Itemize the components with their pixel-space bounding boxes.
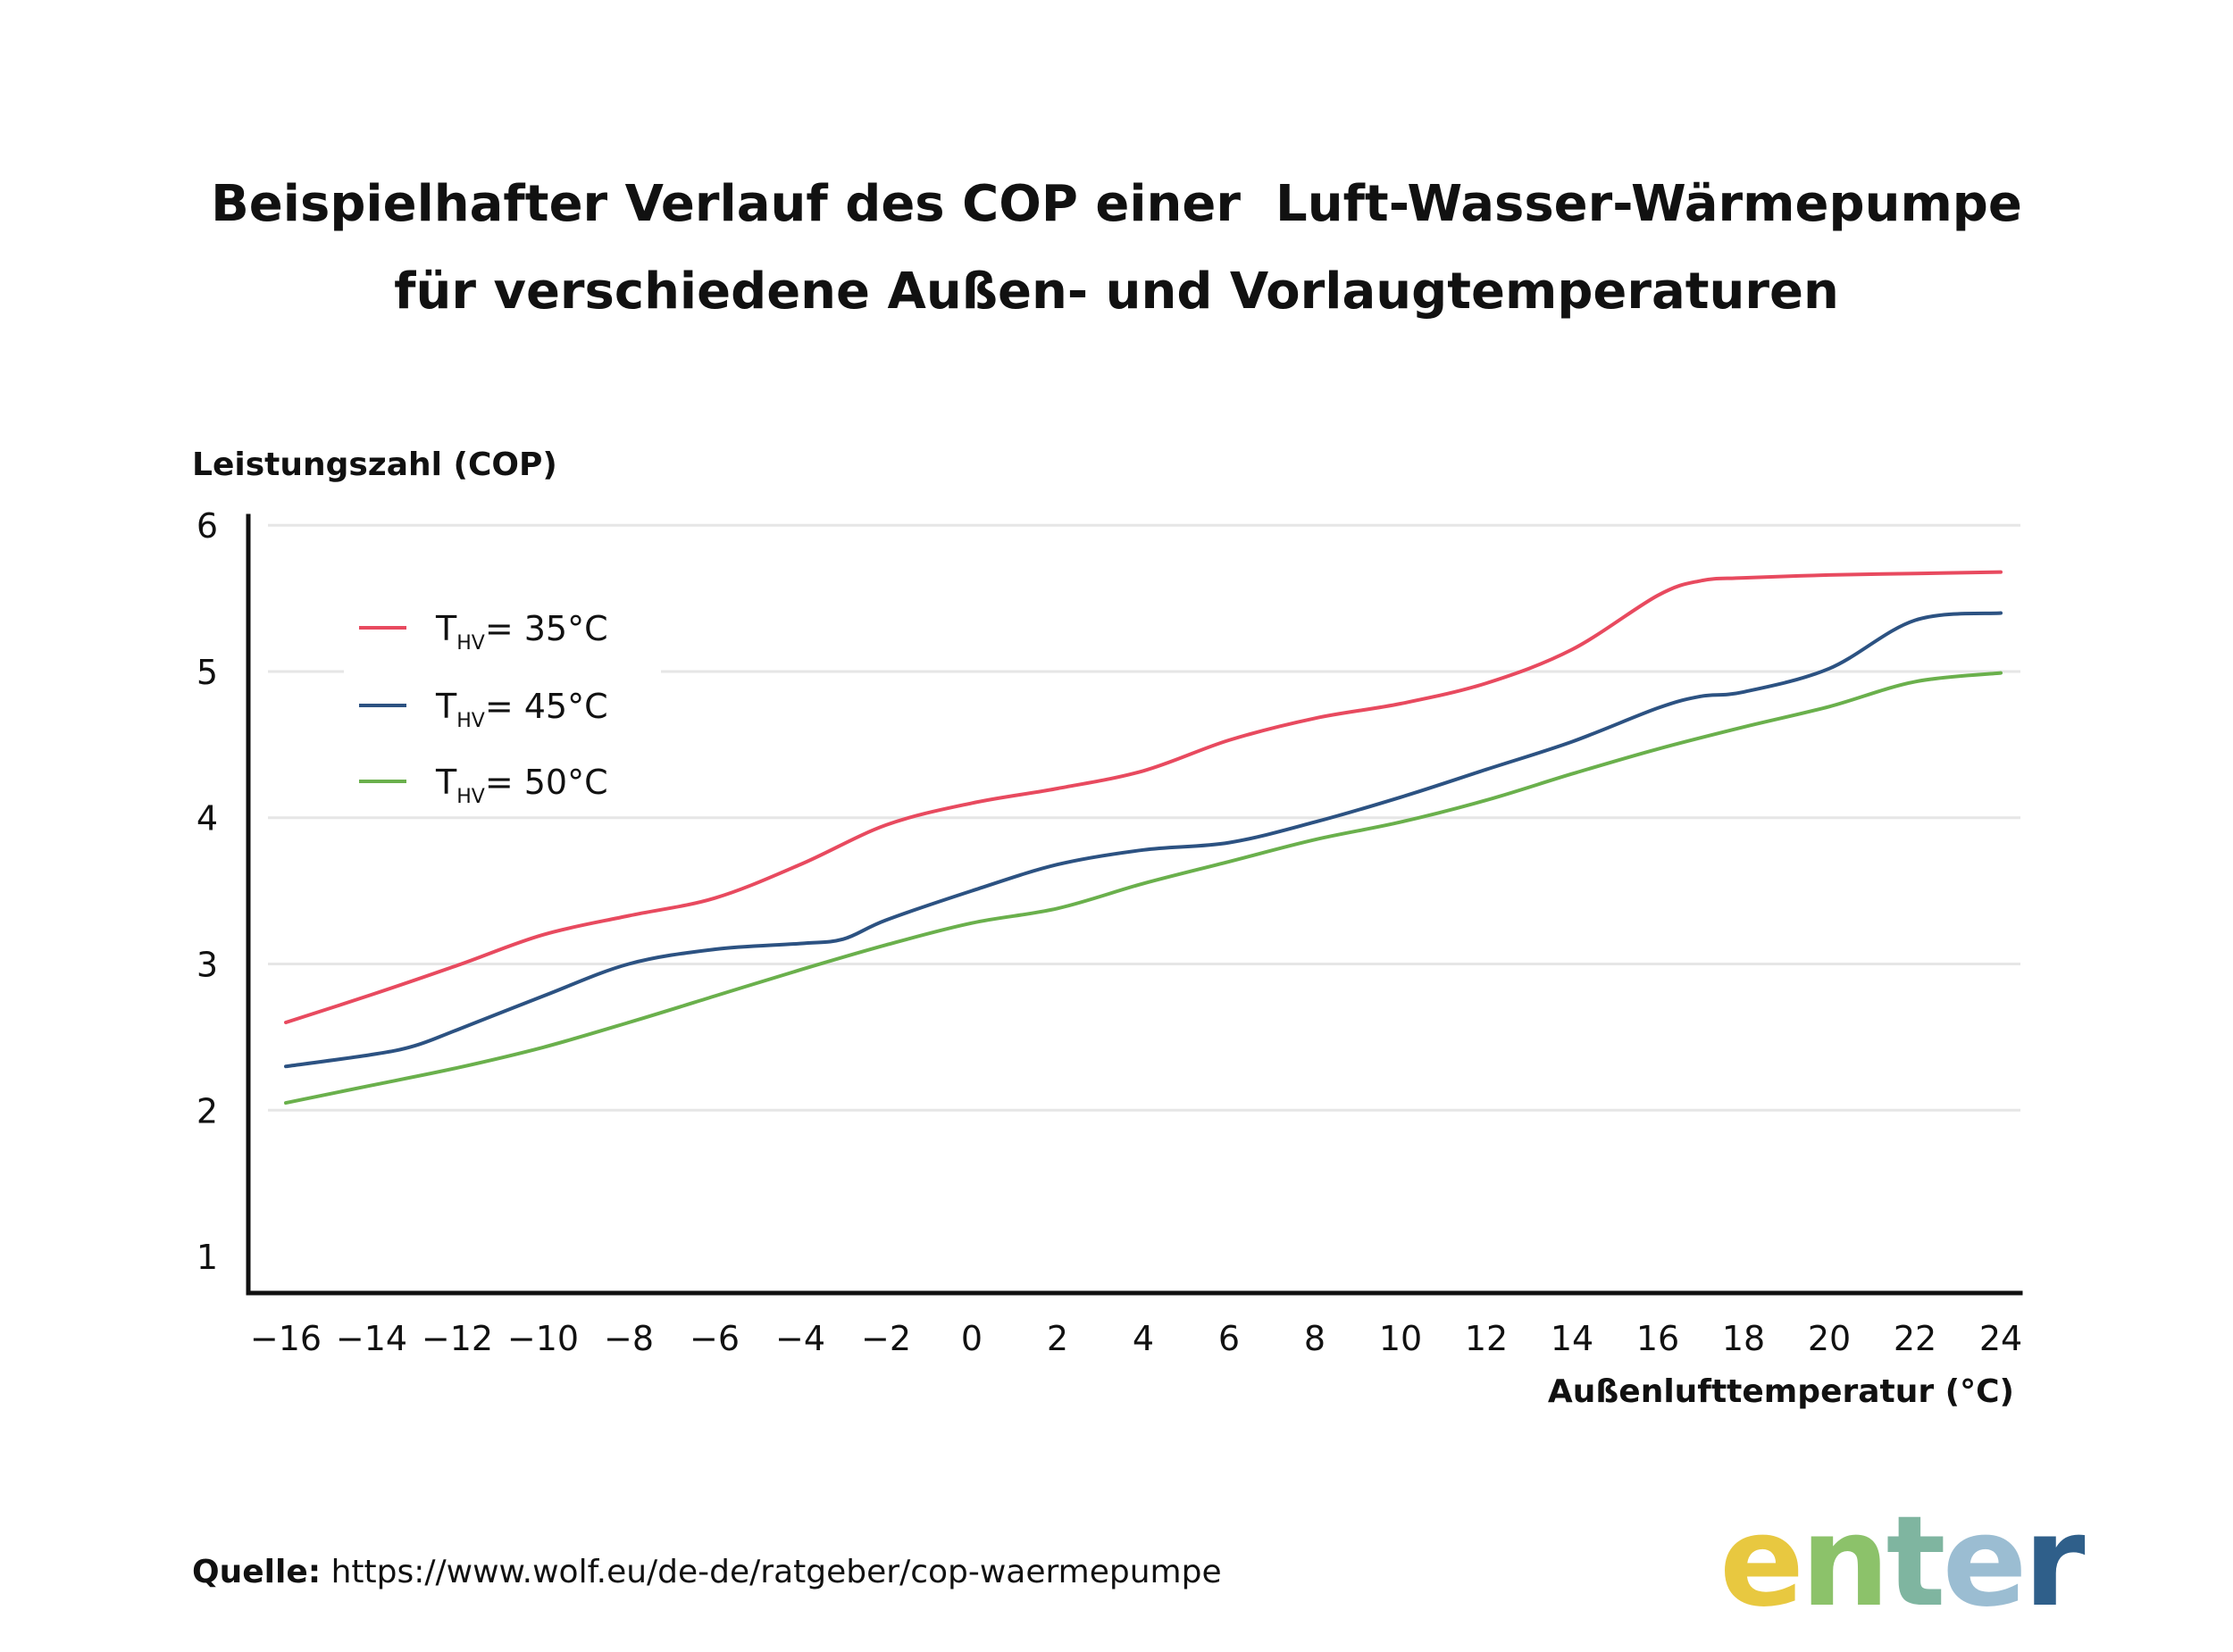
- x-tick-label: −6: [690, 1319, 740, 1358]
- x-tick-label: 18: [1722, 1319, 1765, 1358]
- logo-letter: t: [1886, 1489, 1946, 1635]
- legend-label: THV= 35°C: [435, 609, 608, 655]
- x-tick-label: 16: [1636, 1319, 1679, 1358]
- y-tick-label: 1: [197, 1238, 218, 1277]
- x-axis-label: Außenlufttemperatur (°C): [1548, 1373, 2014, 1410]
- chart-title-line-1: Beispielhafter Verlauf des COP einer Luf…: [211, 175, 2022, 233]
- y-tick-label: 5: [197, 653, 218, 692]
- x-tick-label: 20: [1808, 1319, 1851, 1358]
- legend-label: THV= 45°C: [435, 687, 608, 732]
- series-line-35c: [284, 570, 2003, 1024]
- legend-label: THV= 50°C: [435, 763, 608, 808]
- x-tick-label: 10: [1379, 1319, 1422, 1358]
- y-tick-label: 2: [197, 1091, 218, 1131]
- x-tick-label: −10: [507, 1319, 579, 1358]
- source-note: Quelle: https://www.wolf.eu/de-de/ratgeb…: [192, 1554, 1222, 1590]
- series-line-50c: [284, 671, 2003, 1106]
- x-tick-label: 2: [1047, 1319, 1068, 1358]
- y-tick-label: 4: [197, 799, 218, 839]
- y-tick-label: 3: [197, 946, 218, 985]
- chart-title-line-2: für verschiedene Außen- und Vorlaugtempe…: [394, 263, 1839, 321]
- legend-background: [344, 592, 661, 655]
- x-tick-label: 12: [1465, 1319, 1508, 1358]
- x-tick-label: −16: [250, 1319, 322, 1358]
- x-tick-label: 4: [1133, 1319, 1154, 1358]
- logo-letter: e: [1942, 1489, 2028, 1635]
- x-tick-label: 24: [1979, 1319, 2022, 1358]
- logo-letter: r: [2023, 1489, 2086, 1635]
- x-tick-label: −8: [604, 1319, 654, 1358]
- x-tick-label: 8: [1304, 1319, 1326, 1358]
- enter-logo: enter: [1719, 1489, 2086, 1635]
- x-tick-label: −4: [775, 1319, 825, 1358]
- x-tick-label: −14: [336, 1319, 407, 1358]
- y-tick-label: 6: [197, 506, 218, 546]
- y-axis-label: Leistungszahl (COP): [192, 446, 557, 483]
- legend-background: [344, 746, 661, 808]
- series-line-45c: [284, 611, 2003, 1069]
- chart-title: Beispielhafter Verlauf des COP einer Luf…: [0, 161, 2233, 336]
- x-tick-label: 6: [1218, 1319, 1240, 1358]
- legend-background: [344, 670, 661, 732]
- x-tick-label: 14: [1551, 1319, 1593, 1358]
- x-tick-label: 0: [961, 1319, 983, 1358]
- logo-letter: e: [1719, 1489, 1804, 1635]
- x-tick-label: 22: [1894, 1319, 1936, 1358]
- logo-letter: n: [1800, 1489, 1890, 1635]
- source-url[interactable]: https://www.wolf.eu/de-de/ratgeber/cop-w…: [330, 1554, 1222, 1590]
- source-label: Quelle:: [192, 1554, 322, 1590]
- x-tick-label: −2: [861, 1319, 911, 1358]
- x-tick-label: −12: [422, 1319, 493, 1358]
